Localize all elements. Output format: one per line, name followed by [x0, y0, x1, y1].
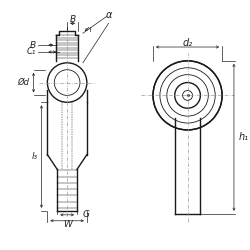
Text: B: B [70, 15, 75, 24]
Text: l₃: l₃ [32, 152, 38, 161]
Text: B: B [30, 40, 36, 50]
Text: Ød: Ød [18, 78, 29, 87]
Text: h₁: h₁ [239, 132, 249, 142]
Text: C₁: C₁ [26, 48, 36, 56]
Text: W: W [63, 220, 72, 229]
Text: d₂: d₂ [182, 38, 192, 48]
Text: α: α [106, 10, 112, 20]
Text: G: G [83, 210, 90, 219]
